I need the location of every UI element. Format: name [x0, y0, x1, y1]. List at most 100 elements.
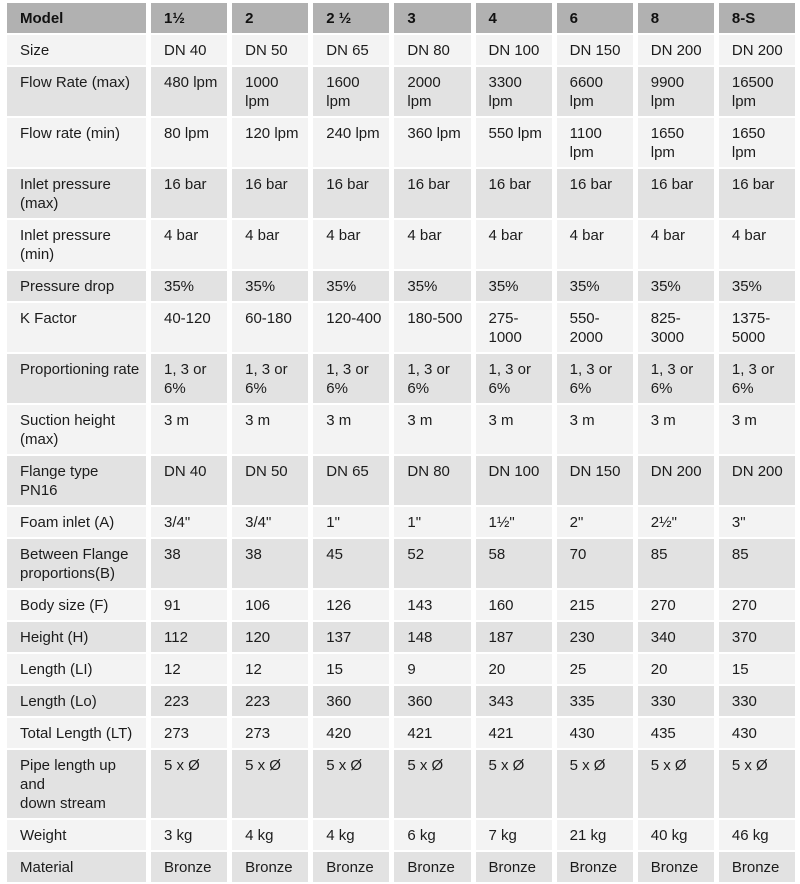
row-label: Suction height (max)	[7, 405, 146, 454]
table-cell: 187	[475, 622, 552, 652]
column-header: 8	[637, 3, 714, 33]
table-cell: 7 kg	[475, 820, 552, 850]
table-cell: 85	[718, 539, 795, 588]
table-cell: 3 m	[475, 405, 552, 454]
table-cell: DN 200	[637, 35, 714, 65]
table-cell: 15	[313, 654, 390, 684]
table-cell: 20	[475, 654, 552, 684]
column-header: 6	[556, 3, 633, 33]
table-cell: 4 bar	[232, 220, 309, 269]
table-cell: 5 x Ø	[151, 750, 228, 818]
table-cell: 6 kg	[394, 820, 471, 850]
table-cell: DN 50	[232, 456, 309, 505]
table-cell: 330	[637, 686, 714, 716]
table-cell: 240 lpm	[313, 118, 390, 167]
table-cell: 3 m	[313, 405, 390, 454]
table-row: Flange type PN16 DN 40 DN 50 DN 65 DN 80 DN 1…	[7, 456, 795, 505]
table-cell: 6600 lpm	[556, 67, 633, 116]
row-label: Size	[7, 35, 146, 65]
table-cell: DN 100	[475, 456, 552, 505]
table-cell: 35%	[718, 271, 795, 301]
table-cell: 38	[151, 539, 228, 588]
table-cell: 60-180	[232, 303, 309, 352]
table-row: Proportioning rate 1, 3 or 6% 1, 3 or 6% 1,…	[7, 354, 795, 403]
table-cell: DN 50	[232, 35, 309, 65]
table-cell: 230	[556, 622, 633, 652]
table-cell: 148	[394, 622, 471, 652]
table-cell: DN 100	[475, 35, 552, 65]
table-row: Between Flange proportions(B) 38 38 45 52 58 7…	[7, 539, 795, 588]
table-cell: 1, 3 or 6%	[394, 354, 471, 403]
table-cell: 5 x Ø	[232, 750, 309, 818]
table-cell: 430	[718, 718, 795, 748]
table-cell: 58	[475, 539, 552, 588]
table-cell: 360	[313, 686, 390, 716]
table-cell: 112	[151, 622, 228, 652]
table-cell: 16 bar	[151, 169, 228, 218]
table-cell: 3/4"	[232, 507, 309, 537]
table-cell: 1650 lpm	[718, 118, 795, 167]
table-row: Flow rate (min) 80 lpm 120 lpm 240 lpm 360 l…	[7, 118, 795, 167]
table-cell: 85	[637, 539, 714, 588]
model-column-header: Model	[7, 3, 146, 33]
table-cell: 270	[637, 590, 714, 620]
table-cell: 273	[151, 718, 228, 748]
table-cell: DN 200	[718, 35, 795, 65]
table-cell: 1, 3 or 6%	[151, 354, 228, 403]
table-cell: 1"	[394, 507, 471, 537]
table-cell: Bronze	[637, 852, 714, 882]
column-header: 3	[394, 3, 471, 33]
table-row: Inlet pressure (max) 16 bar 16 bar 16 bar 16…	[7, 169, 795, 218]
row-label: Material	[7, 852, 146, 882]
table-cell: 120-400	[313, 303, 390, 352]
table-cell: 9900 lpm	[637, 67, 714, 116]
table-cell: 3 m	[394, 405, 471, 454]
row-label: Between Flange proportions(B)	[7, 539, 146, 588]
table-cell: 5 x Ø	[637, 750, 714, 818]
table-cell: 45	[313, 539, 390, 588]
table-cell: 1, 3 or 6%	[313, 354, 390, 403]
table-cell: 335	[556, 686, 633, 716]
table-cell: 2"	[556, 507, 633, 537]
table-cell: 4 kg	[313, 820, 390, 850]
table-cell: DN 40	[151, 35, 228, 65]
row-label: Inlet pressure (min)	[7, 220, 146, 269]
column-header: 1½	[151, 3, 228, 33]
table-cell: 550-2000	[556, 303, 633, 352]
table-cell: 330	[718, 686, 795, 716]
row-label: K Factor	[7, 303, 146, 352]
table-cell: 91	[151, 590, 228, 620]
table-cell: 4 bar	[394, 220, 471, 269]
table-cell: 340	[637, 622, 714, 652]
table-cell: 160	[475, 590, 552, 620]
table-cell: 16 bar	[556, 169, 633, 218]
table-cell: 180-500	[394, 303, 471, 352]
table-cell: 3/4"	[151, 507, 228, 537]
row-label: Proportioning rate	[7, 354, 146, 403]
row-label: Flow Rate (max)	[7, 67, 146, 116]
table-row: Height (H) 112 120 137 148 187 230 340 370	[7, 622, 795, 652]
table-cell: 4 bar	[637, 220, 714, 269]
row-label: Length (LI)	[7, 654, 146, 684]
table-cell: 1000 lpm	[232, 67, 309, 116]
table-cell: 1375-5000	[718, 303, 795, 352]
table-cell: 35%	[556, 271, 633, 301]
table-cell: 360 lpm	[394, 118, 471, 167]
table-cell: 4 kg	[232, 820, 309, 850]
table-row: Pressure drop 35% 35% 35% 35% 35% 35% 35% 35%	[7, 271, 795, 301]
row-label: Length (Lo)	[7, 686, 146, 716]
table-cell: 223	[232, 686, 309, 716]
table-cell: Bronze	[151, 852, 228, 882]
table-cell: 5 x Ø	[556, 750, 633, 818]
table-cell: 1100 lpm	[556, 118, 633, 167]
table-cell: 3 m	[232, 405, 309, 454]
table-cell: 1"	[313, 507, 390, 537]
row-label: Flange type PN16	[7, 456, 146, 505]
table-cell: 70	[556, 539, 633, 588]
table-cell: 4 bar	[556, 220, 633, 269]
table-cell: 137	[313, 622, 390, 652]
table-cell: DN 200	[637, 456, 714, 505]
header-row: Model 1½ 2 2 ½ 3 4 6 8 8-S	[7, 3, 795, 33]
table-cell: 270	[718, 590, 795, 620]
